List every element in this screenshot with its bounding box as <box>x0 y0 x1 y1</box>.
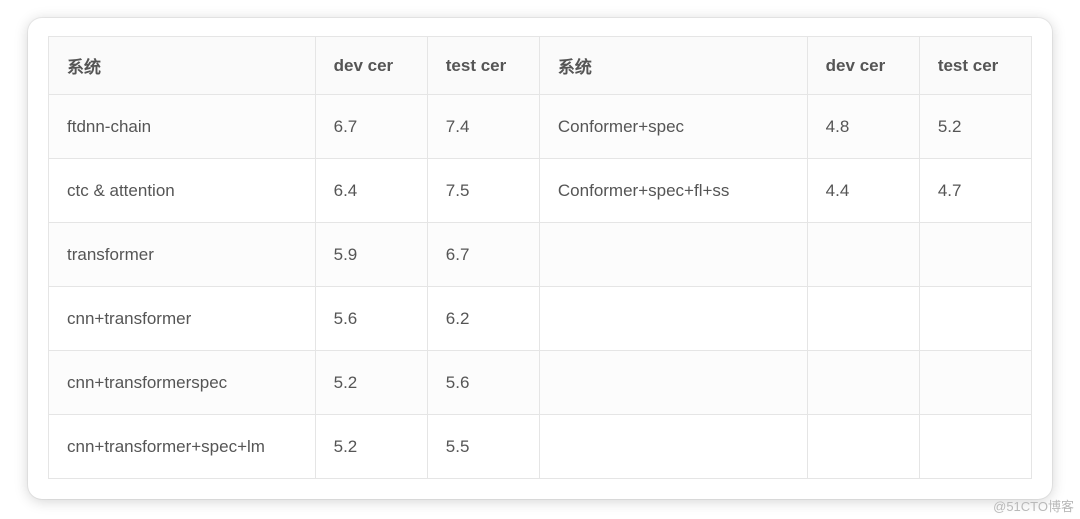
cell-test-cer: 4.7 <box>919 159 1031 223</box>
cell-dev-cer: 6.7 <box>315 95 427 159</box>
table-row: cnn+transformer 5.6 6.2 <box>49 287 1032 351</box>
cell-dev-cer: 4.8 <box>807 95 919 159</box>
cell-test-cer: 7.5 <box>427 159 539 223</box>
col-header-dev-cer-1: dev cer <box>315 37 427 95</box>
cell-system <box>539 351 807 415</box>
cell-dev-cer <box>807 287 919 351</box>
cell-system: cnn+transformer <box>49 287 316 351</box>
cell-test-cer: 6.7 <box>427 223 539 287</box>
cell-test-cer: 5.5 <box>427 415 539 479</box>
cell-test-cer <box>919 415 1031 479</box>
col-header-system-1: 系统 <box>49 37 316 95</box>
col-header-test-cer-2: test cer <box>919 37 1031 95</box>
table-row: ftdnn-chain 6.7 7.4 Conformer+spec 4.8 5… <box>49 95 1032 159</box>
watermark: @51CTO博客 <box>993 496 1074 515</box>
col-header-dev-cer-2: dev cer <box>807 37 919 95</box>
col-header-system-2: 系统 <box>539 37 807 95</box>
cell-test-cer <box>919 287 1031 351</box>
cell-dev-cer: 5.6 <box>315 287 427 351</box>
cell-system <box>539 287 807 351</box>
cell-system: cnn+transformer+spec+lm <box>49 415 316 479</box>
cell-test-cer <box>919 223 1031 287</box>
cell-system: cnn+transformerspec <box>49 351 316 415</box>
cell-dev-cer: 5.9 <box>315 223 427 287</box>
cell-system: ctc & attention <box>49 159 316 223</box>
cell-dev-cer: 6.4 <box>315 159 427 223</box>
results-table: 系统 dev cer test cer 系统 dev cer test cer … <box>48 36 1032 479</box>
cell-dev-cer <box>807 223 919 287</box>
cell-test-cer: 6.2 <box>427 287 539 351</box>
cell-system <box>539 415 807 479</box>
cell-dev-cer <box>807 351 919 415</box>
cell-dev-cer: 5.2 <box>315 351 427 415</box>
cell-test-cer: 5.6 <box>427 351 539 415</box>
table-row: transformer 5.9 6.7 <box>49 223 1032 287</box>
cell-dev-cer <box>807 415 919 479</box>
cell-dev-cer: 5.2 <box>315 415 427 479</box>
cell-system: transformer <box>49 223 316 287</box>
table-card: 系统 dev cer test cer 系统 dev cer test cer … <box>28 18 1052 499</box>
cell-system: ftdnn-chain <box>49 95 316 159</box>
table-row: cnn+transformerspec 5.2 5.6 <box>49 351 1032 415</box>
col-header-test-cer-1: test cer <box>427 37 539 95</box>
cell-system <box>539 223 807 287</box>
table-header-row: 系统 dev cer test cer 系统 dev cer test cer <box>49 37 1032 95</box>
table-row: ctc & attention 6.4 7.5 Conformer+spec+f… <box>49 159 1032 223</box>
cell-test-cer <box>919 351 1031 415</box>
cell-test-cer: 7.4 <box>427 95 539 159</box>
cell-system: Conformer+spec+fl+ss <box>539 159 807 223</box>
cell-test-cer: 5.2 <box>919 95 1031 159</box>
table-row: cnn+transformer+spec+lm 5.2 5.5 <box>49 415 1032 479</box>
cell-system: Conformer+spec <box>539 95 807 159</box>
cell-dev-cer: 4.4 <box>807 159 919 223</box>
